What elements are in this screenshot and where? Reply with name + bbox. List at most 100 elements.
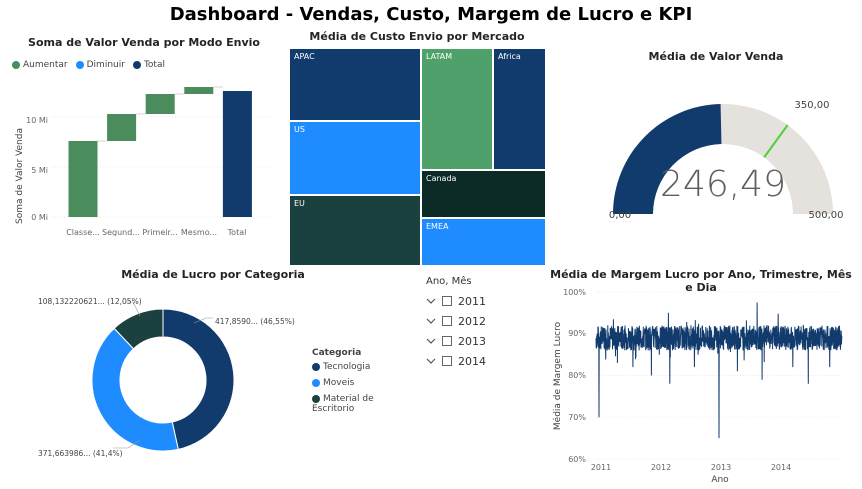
treemap-label: Africa [498,52,521,61]
treemap-title: Média de Custo Envio por Mercado [309,30,525,43]
xtick-3: Mesmo... [181,228,217,236]
waterfall-visual[interactable]: Soma de Valor Venda por Modo Envio Aumen… [8,36,280,236]
ytick-80: 80% [568,371,586,380]
treemap-label: LATAM [426,52,453,61]
slicer-item-2014[interactable]: 2014 [426,351,526,371]
gauge-chart: 246,49 0,00 500,00 350,00 [609,100,844,221]
slicer-item-2012[interactable]: 2012 [426,311,526,331]
ytick-10: 10 Mi [26,116,48,125]
legend-item-material[interactable]: Material de Escritorio [312,394,418,414]
gauge-value: 246,49 [660,164,786,205]
treemap-cell-us[interactable]: US [289,121,421,195]
checkbox[interactable] [442,356,452,366]
legend-dot-icon [132,60,141,69]
treemap-cell-africa[interactable]: Africa [493,48,546,170]
waterfall-ylabel: Soma de Valor Venda [15,128,25,224]
checkbox[interactable] [442,336,452,346]
donut-slice-0 [162,308,235,450]
ytick-100: 100% [563,288,586,297]
linechart-ylabel: Média de Margem Lucro [552,321,563,430]
linechart-xlabel: Ano [711,475,729,485]
waterfall-bar-3 [184,87,214,94]
xtick-4: Total [227,228,247,236]
chevron-down-icon[interactable] [426,336,436,346]
waterfall-bar-4 [222,91,252,217]
ytick-90: 90% [568,329,586,338]
waterfall-chart: Soma de Valor Venda 0 Mi 5 Mi 10 Mi Clas… [15,86,270,236]
slicer-label: 2013 [458,334,486,348]
legend-label: Moveis [323,378,355,388]
ytick-5: 5 Mi [31,166,48,175]
treemap-label: EU [294,199,305,208]
leader-line [126,301,141,317]
legend-total[interactable]: Total [132,60,165,70]
checkbox[interactable] [442,296,452,306]
treemap-label: Canada [426,174,457,183]
slicer-label: 2011 [458,294,486,308]
gauge-min-label: 0,00 [609,210,631,221]
ytick-0: 0 Mi [31,213,48,222]
gauge-target-marker [763,124,789,158]
treemap-visual[interactable]: Média de Custo Envio por Mercado APAC LA… [288,30,546,266]
legend-item-tecnologia[interactable]: Tecnologia [312,362,418,372]
legend-label: Tecnologia [323,362,371,372]
donut-slice-1 [91,327,179,452]
treemap-label: US [294,125,305,134]
donut-title: Média de Lucro por Categoria [121,268,305,281]
treemap-label: EMEA [426,222,449,231]
chevron-down-icon[interactable] [426,316,436,326]
chevron-down-icon[interactable] [426,296,436,306]
margin-series-line [595,302,843,439]
legend-diminuir[interactable]: Diminuir [75,60,125,70]
treemap-cell-canada[interactable]: Canada [421,170,546,218]
waterfall-bar-1 [107,114,137,141]
xtick-2013: 2013 [711,463,731,472]
slice-label-material: 108,132220621... (12,05%) [38,297,142,306]
waterfall-bar-0 [68,141,98,217]
treemap-cell-eu[interactable]: EU [289,195,421,266]
slicer-item-2011[interactable]: 2011 [426,291,526,311]
gauge-title: Média de Valor Venda [648,50,784,63]
gauge-max-label: 500,00 [809,210,844,221]
xtick-1: Segund... [102,228,140,236]
donut-chart: 417,8590... (46,55%) 371,663986... (41,4… [38,297,295,458]
legend-dot-icon [75,60,84,69]
legend-aumentar[interactable]: Aumentar [12,60,68,70]
legend-item-moveis[interactable]: Moveis [312,378,418,388]
legend-label: Diminuir [86,60,125,70]
slicer-title: Ano, Mês [426,276,472,287]
treemap-cell-emea[interactable]: EMEA [421,218,546,266]
gauge-target-label: 350,00 [795,100,830,111]
legend-dot-icon [312,362,320,371]
donut-slice-2 [113,308,164,350]
year-slicer[interactable]: Ano, Mês 2011 2012 2013 2014 [426,276,526,376]
slicer-item-2013[interactable]: 2013 [426,331,526,351]
checkbox[interactable] [442,316,452,326]
legend-dot-icon [312,378,320,387]
xtick-2014: 2014 [771,463,791,472]
ytick-60: 60% [568,455,586,464]
leader-line [113,439,141,449]
dashboard-title: Dashboard - Vendas, Custo, Margem de Luc… [169,4,693,25]
line-chart: Média de Margem Lucro 60% 70% 80% 90% 10… [552,288,843,485]
chevron-down-icon[interactable] [426,356,436,366]
linechart-title: Média de Margem Lucro por Ano, Trimestre… [550,268,852,294]
treemap-cell-apac[interactable]: APAC [289,48,421,121]
xtick-2011: 2011 [591,463,611,472]
gauge-fill [613,104,722,214]
xtick-0: Classe... [66,228,100,236]
ytick-70: 70% [568,413,586,422]
margin-line-visual[interactable]: Média de Margem Lucro por Ano, Trimestre… [548,268,854,486]
legend-dot-icon [312,394,320,403]
slice-label-moveis: 371,663986... (41,4%) [38,449,123,458]
gauge-visual[interactable]: Média de Valor Venda 246,49 0,00 500,00 … [580,46,852,236]
slice-label-tecnologia: 417,8590... (46,55%) [215,317,295,326]
donut-visual[interactable]: Média de Lucro por Categoria 417,8590...… [8,268,418,478]
donut-legend: Categoria Tecnologia Moveis Material de … [312,348,418,414]
treemap-label: APAC [294,52,315,61]
donut-legend-title: Categoria [312,348,362,358]
treemap-cell-latam[interactable]: LATAM [421,48,493,170]
xtick-2: Primeir... [142,228,177,236]
xtick-2012: 2012 [651,463,671,472]
legend-label: Material de Escritorio [312,394,374,414]
